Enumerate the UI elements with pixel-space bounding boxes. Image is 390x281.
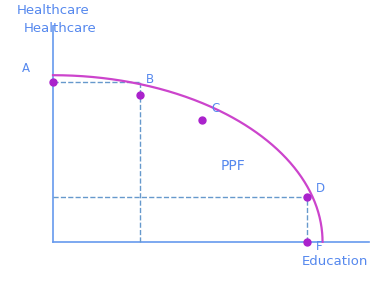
Text: B: B xyxy=(146,73,154,86)
Text: F: F xyxy=(316,240,323,253)
Text: PPF: PPF xyxy=(220,159,245,173)
Text: Education: Education xyxy=(302,255,368,268)
Text: A: A xyxy=(22,62,30,75)
Text: C: C xyxy=(211,102,219,115)
Text: Healthcare: Healthcare xyxy=(24,22,96,35)
Text: D: D xyxy=(316,182,326,195)
Text: Healthcare: Healthcare xyxy=(17,4,89,17)
